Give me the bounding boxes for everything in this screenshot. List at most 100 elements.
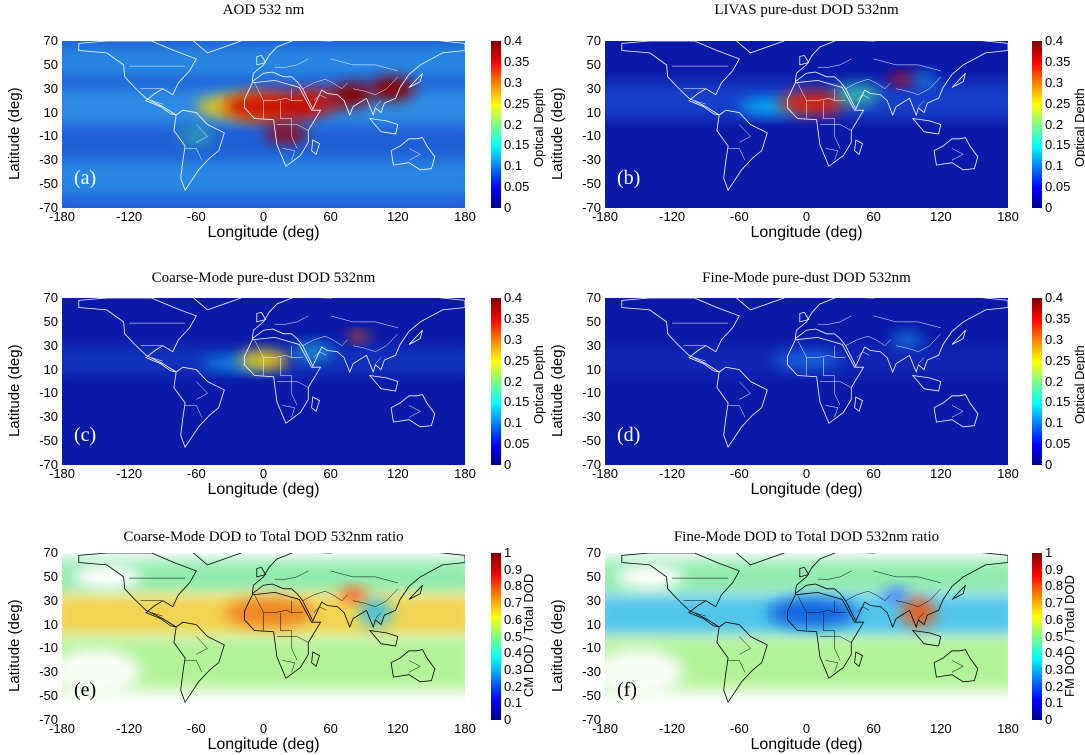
map-area-b: [605, 41, 1008, 208]
colorbar-tick-label: 0: [504, 457, 512, 472]
x-tick-label: -120: [116, 721, 143, 736]
x-tick-label: 60: [866, 466, 881, 481]
colorbar-label: FM DOD / Total DOD: [1062, 574, 1077, 697]
country-border: [375, 612, 382, 619]
x-tick-label: -60: [729, 466, 749, 481]
country-border: [918, 357, 925, 364]
colorbar-tick-label: 0.1: [1045, 158, 1064, 174]
country-border: [302, 590, 348, 602]
country-border: [873, 58, 941, 72]
country-border: [823, 612, 841, 661]
ratio-region: [358, 598, 393, 627]
y-axis-label: Latitude (deg): [549, 86, 566, 180]
x-axis-label: Longitude (deg): [207, 224, 320, 241]
dust-plume: [347, 331, 370, 341]
y-axis-label: Latitude (deg): [6, 343, 23, 437]
coastline: [390, 649, 436, 683]
coastline: [716, 621, 768, 703]
colorbar-tick-label: 0.15: [504, 394, 530, 410]
y-tick-label: 70: [586, 33, 601, 48]
panel-title: Coarse-Mode DOD to Total DOD 532nm ratio: [123, 529, 404, 545]
colorbar-tick-label: 0.25: [1045, 95, 1071, 111]
x-tick-label: 180: [454, 721, 476, 736]
colorbar: [1032, 553, 1042, 720]
ratio-region: [339, 587, 367, 602]
country-border: [151, 612, 163, 617]
y-tick-label: -10: [582, 128, 601, 144]
country-border: [276, 381, 309, 388]
dust-plume: [888, 73, 916, 86]
no-data-region: [73, 564, 141, 589]
colorbar-tick-label: 0.9: [504, 561, 523, 577]
colorbar-tick-label: 0.2: [504, 373, 523, 389]
coastline: [78, 298, 197, 373]
coastline: [311, 139, 320, 155]
colorbar-tick-label: 0.5: [504, 628, 523, 644]
x-tick-label: 180: [454, 466, 476, 481]
coastline: [794, 553, 1008, 629]
x-tick-label: 120: [929, 209, 952, 224]
country-border: [873, 315, 941, 329]
country-border: [375, 100, 382, 107]
colorbar-tick-label: 0: [1045, 712, 1053, 727]
map-area-f: [605, 553, 1008, 720]
coastline: [251, 298, 465, 374]
y-tick-label: -70: [582, 200, 601, 215]
coastline: [911, 629, 942, 647]
y-tick-label: -30: [582, 664, 601, 680]
y-tick-label: -50: [39, 176, 58, 192]
y-tick-label: -10: [582, 640, 601, 656]
coastline: [256, 311, 267, 323]
coastline: [192, 553, 242, 566]
country-border: [408, 405, 421, 418]
y-tick-label: 50: [586, 56, 601, 72]
country-border: [896, 333, 941, 352]
y-tick-label: 70: [43, 290, 58, 305]
x-tick-label: 180: [997, 209, 1019, 224]
colorbar-label: Optical Depth: [1072, 87, 1085, 167]
country-border: [274, 58, 309, 68]
x-tick-label: 60: [323, 209, 338, 224]
x-tick-label: -120: [116, 466, 143, 481]
colorbar-tick-label: 0.35: [504, 310, 530, 326]
no-data-region: [62, 648, 141, 697]
colorbar-tick-label: 0.05: [1045, 436, 1071, 452]
x-axis-label: Longitude (deg): [207, 481, 320, 498]
country-border: [694, 612, 706, 617]
y-tick-label: 50: [43, 568, 58, 584]
colorbar: [491, 41, 501, 208]
colorbar-label: Optical Depth: [1072, 344, 1085, 424]
coastline: [735, 298, 785, 311]
colorbar-tick-label: 0.7: [504, 595, 523, 611]
y-tick-label: 50: [586, 568, 601, 584]
country-border: [313, 351, 327, 358]
x-tick-label: 60: [866, 209, 881, 224]
colorbar-tick-label: 0.4: [504, 290, 523, 305]
coastline: [951, 72, 966, 88]
panel-label: (f): [617, 679, 637, 701]
no-data-region: [605, 648, 684, 697]
y-tick-label: 70: [586, 290, 601, 305]
x-tick-label: 180: [454, 209, 476, 224]
x-tick-label: -120: [116, 209, 143, 224]
country-border: [353, 333, 398, 352]
colorbar-tick-label: 0.4: [1045, 33, 1064, 48]
y-axis-label: Latitude (deg): [6, 598, 23, 692]
colorbar-label: CM DOD / Total DOD: [521, 573, 536, 697]
y-tick-label: 30: [586, 80, 601, 96]
country-border: [185, 148, 203, 161]
colorbar-tick-label: 0.15: [1045, 394, 1071, 410]
colorbar-tick-label: 0.2: [1045, 678, 1064, 694]
x-tick-label: 180: [997, 721, 1019, 736]
x-tick-label: 60: [323, 721, 338, 736]
y-tick-label: 10: [586, 616, 601, 632]
country-border: [728, 405, 746, 418]
country-border: [845, 590, 891, 602]
aerosol-hotspot: [265, 124, 307, 144]
x-axis-label: Longitude (deg): [750, 481, 863, 498]
y-tick-label: -50: [39, 433, 58, 449]
colorbar-tick-label: 0.4: [504, 33, 523, 48]
country-border: [823, 357, 841, 406]
colorbar-tick-label: 0.1: [504, 415, 523, 431]
colorbar: [1032, 41, 1042, 208]
